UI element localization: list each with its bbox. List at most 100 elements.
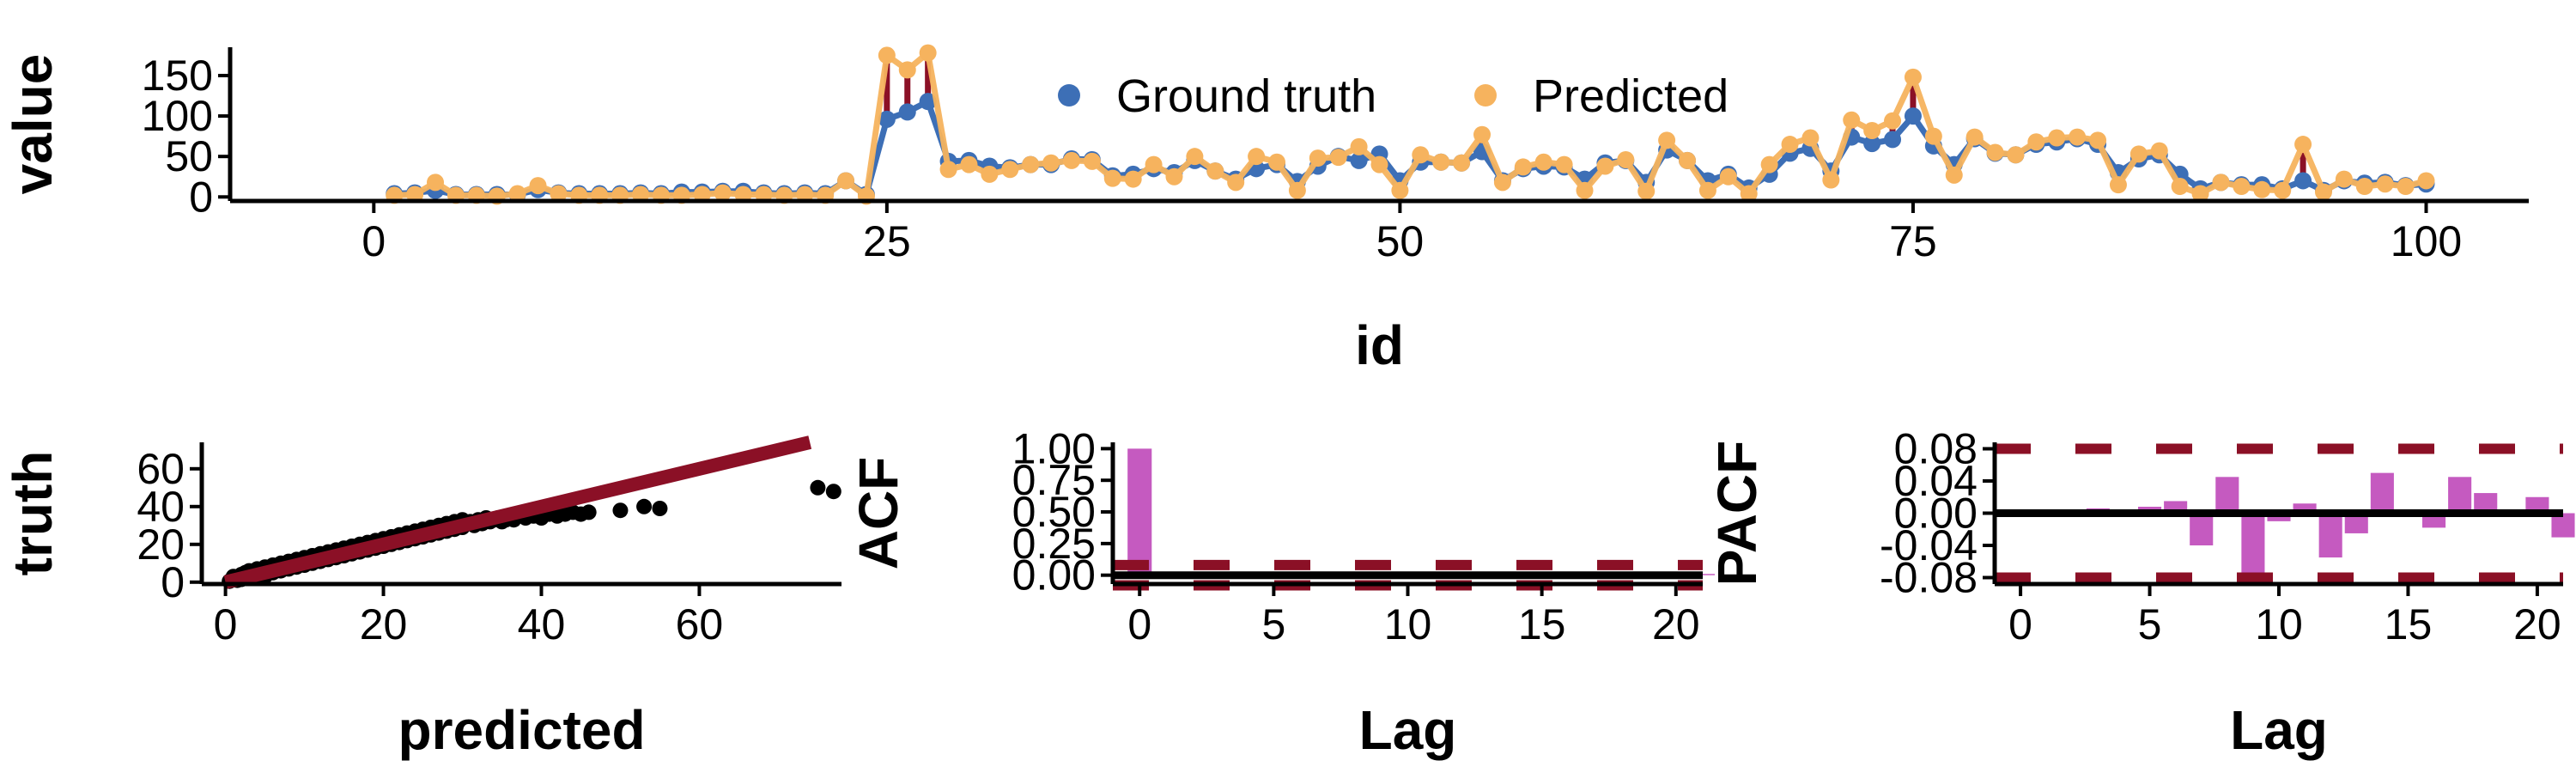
- series-point-predicted: [1391, 181, 1409, 199]
- bar: [2267, 513, 2291, 521]
- y-axis-title: PACF: [1706, 441, 1768, 586]
- x-tick-label: 5: [1261, 600, 1285, 648]
- bar: [1127, 448, 1152, 575]
- series-point-predicted: [1186, 148, 1204, 166]
- x-axis-title: id: [1355, 314, 1404, 376]
- series-point-predicted: [837, 172, 855, 190]
- series-point-predicted: [960, 155, 978, 173]
- series-point-predicted: [1617, 150, 1635, 168]
- x-tick-label: 0: [361, 217, 386, 265]
- series-point-ground-truth: [1863, 135, 1881, 153]
- series-point-predicted: [1022, 155, 1040, 173]
- series-point-predicted: [632, 186, 650, 204]
- series-point-predicted: [1042, 154, 1060, 172]
- series-point-ground-truth: [2294, 172, 2312, 190]
- x-tick-label: 0: [214, 600, 238, 648]
- legend-label-predicted: Predicted: [1533, 70, 1728, 122]
- series-point-predicted: [2150, 142, 2168, 160]
- series-point-predicted: [1884, 112, 1902, 130]
- series-point-ground-truth: [878, 110, 896, 128]
- y-tick-label: 0.00: [1012, 551, 1096, 600]
- scatter-point: [652, 501, 668, 516]
- series-point-predicted: [2335, 170, 2353, 188]
- scatter-point: [580, 504, 597, 520]
- x-tick-label: 20: [1652, 600, 1700, 648]
- x-tick-label: 0: [2008, 600, 2032, 648]
- series-point-predicted: [939, 161, 957, 179]
- series-point-predicted: [1945, 166, 1963, 184]
- series-point-predicted: [1760, 155, 1778, 173]
- series-point-predicted: [2212, 173, 2230, 192]
- x-tick-label: 10: [2255, 600, 2303, 648]
- bar: [2370, 472, 2394, 514]
- series-point-predicted: [2171, 178, 2189, 196]
- series-point-predicted: [2376, 175, 2394, 193]
- scatter-point: [810, 479, 826, 496]
- series-point-predicted: [2089, 131, 2107, 149]
- series-point-predicted: [1822, 171, 1840, 189]
- x-tick-label: 10: [1384, 600, 1432, 648]
- series-point-predicted: [1453, 154, 1471, 172]
- series-point-predicted: [1986, 143, 2004, 161]
- series-point-predicted: [898, 61, 916, 79]
- y-axis-title: ACF: [848, 457, 909, 570]
- x-tick-label: 50: [1376, 217, 1425, 265]
- series-point-predicted: [2417, 172, 2435, 190]
- x-axis-title: predicted: [398, 699, 645, 761]
- series-point-predicted: [2397, 178, 2415, 196]
- y-tick-label: 0.50: [1012, 488, 1096, 536]
- series-point-predicted: [1432, 153, 1450, 171]
- series-point-predicted: [2027, 133, 2045, 151]
- x-tick-label: 20: [360, 600, 408, 648]
- bar: [2344, 513, 2368, 533]
- reference-line: [223, 435, 812, 589]
- scatter-point: [636, 498, 653, 514]
- series-point-predicted: [714, 184, 732, 202]
- bar: [2318, 513, 2342, 558]
- bar: [2474, 493, 2498, 514]
- bar: [2551, 513, 2575, 538]
- series-point-predicted: [878, 46, 896, 64]
- series-point-predicted: [1350, 137, 1368, 155]
- series-point-predicted: [1227, 173, 1245, 192]
- y-tick-label: 20: [137, 520, 185, 569]
- series-point-predicted: [2109, 176, 2127, 194]
- series-point-predicted: [1801, 129, 1820, 147]
- series-point-predicted: [1514, 158, 1532, 176]
- series-point-predicted: [1781, 136, 1799, 154]
- series-point-predicted: [919, 44, 937, 62]
- y-tick-label: 0: [189, 173, 213, 221]
- series-point-predicted: [2233, 178, 2251, 196]
- series-point-ground-truth: [919, 93, 937, 111]
- series-point-predicted: [981, 165, 999, 183]
- series-point-predicted: [1124, 170, 1142, 188]
- y-tick-label: -0.08: [1880, 554, 1978, 602]
- series-point-predicted: [1001, 161, 1019, 179]
- pacf-panel: -0.08-0.040.000.040.08 0 5 10 15 20 Lag PACF: [1706, 425, 2575, 761]
- series-point-ground-truth: [1904, 107, 1922, 125]
- y-tick-label: 0.04: [1894, 457, 1978, 505]
- y-tick-label: 40: [137, 483, 185, 531]
- series-point-predicted: [1248, 148, 1266, 166]
- series-point-predicted: [1534, 153, 1552, 171]
- series-point-predicted: [2253, 180, 2271, 198]
- series-point-predicted: [1576, 181, 1594, 199]
- series-point-predicted: [2007, 146, 2025, 164]
- legend: Ground truth Predicted: [1058, 70, 1728, 122]
- series-point-predicted: [1103, 169, 1121, 187]
- series-point-predicted: [1370, 155, 1388, 173]
- series-point-predicted: [1062, 151, 1080, 169]
- x-tick-label: 60: [676, 600, 724, 648]
- x-tick-label: 25: [863, 217, 911, 265]
- series-point-predicted: [2048, 129, 2066, 147]
- y-tick-label: 0.00: [1894, 490, 1978, 538]
- series-point-predicted: [1596, 157, 1614, 175]
- acf-panel: 0.000.250.500.751.00 0 5 10 15 20 Lag ACF: [848, 424, 1716, 761]
- series-point-ground-truth: [898, 103, 916, 121]
- y-tick-label: 50: [165, 132, 213, 180]
- series-point-predicted: [1412, 146, 1430, 164]
- series-point-predicted: [2314, 183, 2332, 201]
- bar: [2190, 513, 2214, 545]
- series-point-predicted: [550, 185, 568, 203]
